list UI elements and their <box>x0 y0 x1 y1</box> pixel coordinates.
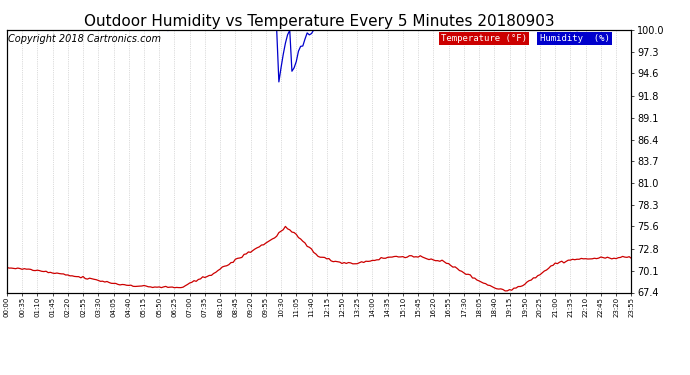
Text: Humidity  (%): Humidity (%) <box>540 34 609 43</box>
Title: Outdoor Humidity vs Temperature Every 5 Minutes 20180903: Outdoor Humidity vs Temperature Every 5 … <box>83 14 555 29</box>
Text: Temperature (°F): Temperature (°F) <box>441 34 527 43</box>
Text: Copyright 2018 Cartronics.com: Copyright 2018 Cartronics.com <box>8 34 161 44</box>
